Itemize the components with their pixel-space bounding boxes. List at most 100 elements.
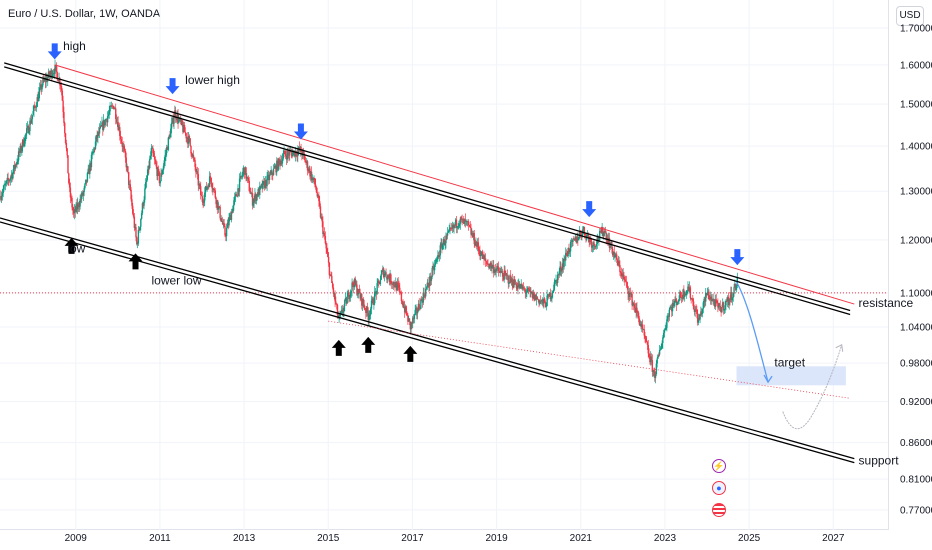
candle-body [565, 252, 567, 261]
candle-body [462, 218, 464, 220]
candle-body [71, 197, 73, 208]
candle-body [658, 350, 661, 355]
candle-body [699, 314, 701, 320]
currency-button[interactable]: USD [896, 6, 924, 26]
candle-body [222, 223, 225, 225]
candle-body [365, 306, 368, 313]
candle-body [247, 178, 250, 181]
candle-body [217, 206, 220, 210]
candle-body [62, 100, 64, 113]
candle-body [202, 201, 204, 203]
candle-body [212, 188, 215, 190]
candle-body [356, 284, 358, 295]
candle-body [405, 306, 407, 315]
candle-body [343, 306, 345, 312]
candle-body [454, 219, 457, 226]
annotation-label: lower high [185, 73, 240, 87]
candle-body [479, 251, 481, 257]
candle-body [663, 329, 666, 333]
candle-body [452, 224, 454, 228]
candle-body [447, 231, 450, 233]
candle-body [322, 221, 324, 235]
candle-body [137, 229, 140, 244]
candle-body [114, 107, 116, 109]
candle-body [640, 323, 642, 327]
candle-body [126, 166, 128, 168]
candle-body [38, 87, 41, 93]
candle-body [313, 178, 315, 180]
candle-body [296, 154, 298, 157]
trend-line [328, 320, 851, 399]
candle-body [28, 131, 30, 134]
candle-body [696, 309, 698, 314]
candle-body [654, 371, 656, 378]
candle-body [136, 243, 139, 245]
candle-body [10, 174, 13, 178]
candle-body [145, 179, 148, 183]
candle-body [527, 288, 530, 289]
candle-body [361, 294, 363, 306]
candle-body [276, 160, 279, 170]
candle-body [261, 184, 263, 189]
candle-body [51, 70, 53, 78]
candle-body [594, 246, 597, 248]
candle-body [410, 322, 412, 330]
candle-body [607, 238, 609, 245]
candle-body [272, 174, 274, 176]
candle-body [34, 105, 36, 107]
candle-body [700, 311, 703, 314]
candle-body [246, 176, 248, 179]
candle-body [135, 227, 137, 238]
candle-body [57, 80, 59, 82]
candle-body [244, 167, 246, 175]
candle-body [227, 222, 229, 226]
candle-body [196, 171, 199, 174]
candle-body [284, 154, 287, 157]
candle-body [370, 300, 373, 309]
candle-body [280, 160, 283, 164]
candle-body [496, 265, 498, 270]
candle-body [668, 309, 671, 317]
candle-body [556, 274, 559, 283]
candle-body [377, 280, 379, 284]
candle-body [89, 163, 91, 175]
candle-body [351, 282, 353, 291]
candle-body [655, 363, 658, 375]
candle-body [352, 282, 354, 285]
candle-body [415, 308, 417, 311]
lightning-icon[interactable]: ⚡ [712, 459, 726, 473]
candle-body [709, 298, 711, 300]
candle-body [705, 292, 707, 302]
candle-body [183, 124, 186, 133]
candle-body [692, 298, 694, 302]
candle-body [238, 188, 240, 192]
candle-body [652, 369, 654, 372]
candle-body [628, 292, 631, 298]
candle-body [467, 221, 470, 226]
candle-body [565, 252, 568, 255]
candle-body [151, 148, 153, 149]
candle-body [395, 282, 398, 291]
candle-body [108, 111, 110, 115]
us-flag-icon[interactable] [712, 503, 726, 517]
candle-body [321, 217, 323, 222]
candle-body [43, 78, 46, 81]
candle-body [598, 239, 600, 241]
candle-body [626, 281, 628, 287]
candle-body [22, 139, 25, 146]
candle-body [523, 288, 526, 290]
candle-body [396, 282, 399, 291]
globe-icon[interactable]: ● [712, 481, 726, 495]
candle-body [418, 303, 420, 309]
candle-body [129, 184, 132, 190]
candle-body [181, 120, 183, 126]
candle-body [548, 294, 550, 297]
candle-body [233, 200, 235, 206]
x-tick-label: 2027 [822, 533, 845, 544]
candle-body [490, 262, 492, 269]
candle-body [445, 235, 447, 244]
candle-body [530, 290, 532, 293]
candle-body [149, 155, 152, 159]
candle-body [525, 292, 527, 294]
